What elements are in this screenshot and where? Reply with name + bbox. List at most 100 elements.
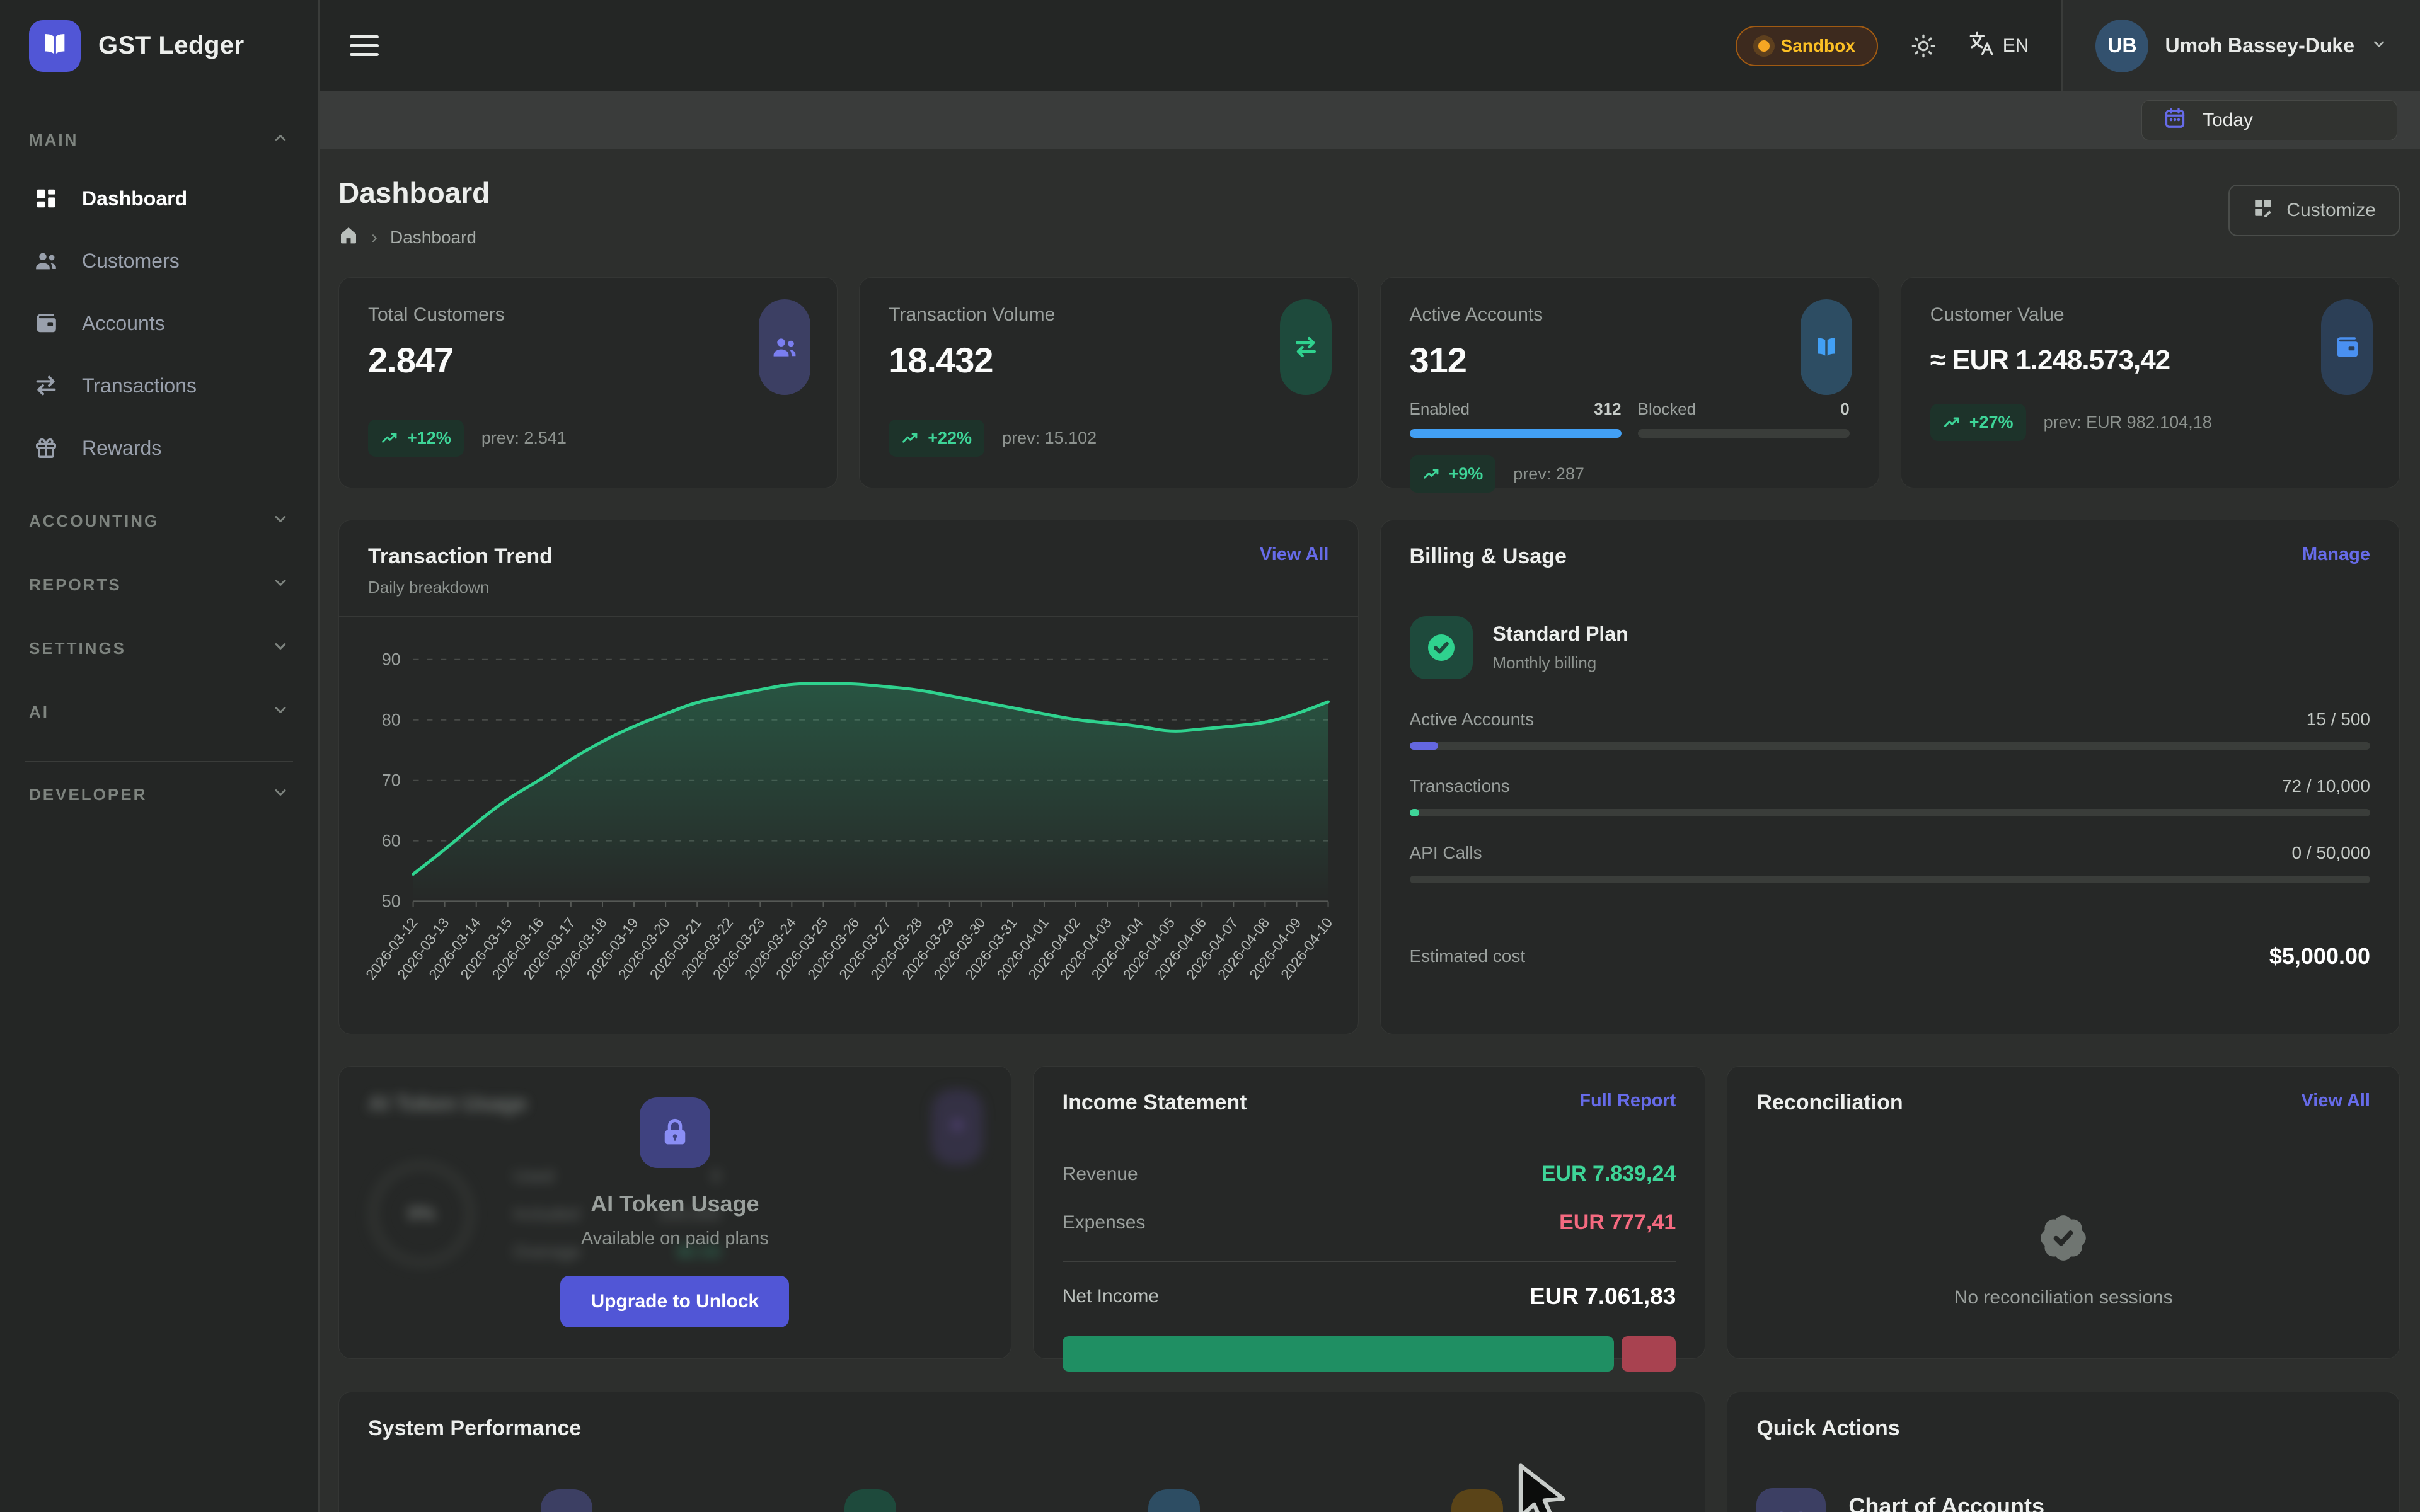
nav-section-accounting[interactable]: ACCOUNTING xyxy=(29,498,289,545)
usage-meter-api-calls: API Calls0 / 50,000 xyxy=(1410,843,2371,883)
expenses-bar-segment xyxy=(1622,1336,1676,1372)
view-all-link[interactable]: View All xyxy=(2301,1091,2370,1111)
translate-icon xyxy=(1969,31,1994,61)
panel-title: Transaction Trend xyxy=(368,544,553,569)
app-logo: GST Ledger xyxy=(0,0,318,91)
plan-billing-cycle: Monthly billing xyxy=(1493,653,1628,673)
sandbox-label: Sandbox xyxy=(1781,36,1855,56)
usage-meter-transactions: Transactions72 / 10,000 xyxy=(1410,776,2371,816)
empty-state-text: No reconciliation sessions xyxy=(1954,1287,2173,1309)
gift-icon xyxy=(33,436,59,460)
change-badge: +27% xyxy=(1930,404,2026,441)
sidebar-item-accounts[interactable]: Accounts xyxy=(29,292,289,354)
net-income-row: Net Income EUR 7.061,83 xyxy=(1063,1283,1676,1310)
home-icon[interactable] xyxy=(338,225,359,249)
app-title: GST Ledger xyxy=(98,32,245,60)
chevron-down-icon xyxy=(272,510,289,532)
full-report-link[interactable]: Full Report xyxy=(1579,1091,1676,1111)
revenue-value: EUR 7.839,24 xyxy=(1541,1162,1676,1186)
ai-token-usage-card: AI Token Usage 0% Used0 Included100,000 … xyxy=(338,1066,1011,1359)
breadcrumb: › Dashboard xyxy=(338,225,490,249)
nav-section-developer[interactable]: DEVELOPER xyxy=(29,771,289,818)
nav-section-label: SETTINGS xyxy=(29,639,126,658)
chevron-down-icon xyxy=(2371,36,2387,55)
kpi-label: Active Accounts xyxy=(1410,304,1850,326)
customize-label: Customize xyxy=(2286,200,2376,221)
svg-text:50: 50 xyxy=(382,892,401,911)
sidebar-item-transactions[interactable]: Transactions xyxy=(29,354,289,417)
trending-up-icon xyxy=(381,430,398,447)
book-open-icon xyxy=(40,30,69,62)
sidebar-item-label: Rewards xyxy=(82,437,161,460)
webhook-icon xyxy=(844,1489,896,1512)
trending-up-icon xyxy=(1943,414,1961,432)
trending-up-icon xyxy=(901,430,919,447)
svg-text:60: 60 xyxy=(382,832,401,850)
enabled-progress xyxy=(1410,429,1622,438)
sidebar-item-rewards[interactable]: Rewards xyxy=(29,417,289,479)
breadcrumb-separator: › xyxy=(371,227,377,248)
nav-section-label: MAIN xyxy=(29,130,78,150)
dashboard-grid-lower: AI Token Usage 0% Used0 Included100,000 … xyxy=(338,1066,2400,1512)
nav-section-label: AI xyxy=(29,702,49,722)
hamburger-menu-icon[interactable] xyxy=(350,35,379,56)
quick-action-label: Chart of Accounts xyxy=(1848,1493,2044,1512)
plan-row: Standard Plan Monthly billing xyxy=(1410,616,2371,679)
change-badge: +12% xyxy=(368,420,464,457)
upgrade-to-unlock-button[interactable]: Upgrade to Unlock xyxy=(560,1276,789,1327)
check-circle-icon xyxy=(1410,616,1473,679)
nav-section-reports[interactable]: REPORTS xyxy=(29,561,289,609)
bell-icon xyxy=(1451,1489,1503,1512)
ai-locked-overlay: AI Token Usage Available on paid plans U… xyxy=(339,1067,1011,1358)
ai-locked-subtitle: Available on paid plans xyxy=(581,1228,769,1249)
language-code: EN xyxy=(2003,35,2029,57)
reconciliation-empty-state: No reconciliation sessions xyxy=(1727,1161,2399,1358)
quick-action-chart-of-accounts[interactable]: Chart of Accounts Browse account structu… xyxy=(1727,1460,2399,1512)
page-title: Dashboard xyxy=(338,176,490,210)
svg-text:90: 90 xyxy=(382,650,401,669)
enabled-blocked-meters: Enabled312 Blocked0 xyxy=(1410,399,1850,438)
manage-link[interactable]: Manage xyxy=(2302,544,2370,565)
book-open-icon xyxy=(1756,1488,1826,1512)
calendar-icon xyxy=(2164,106,2186,134)
kpi-label: Transaction Volume xyxy=(889,304,1328,326)
page-content: Dashboard › Dashboard Customize Total Cu… xyxy=(320,149,2420,1512)
estimated-cost-row: Estimated cost $5,000.00 xyxy=(1410,919,2371,994)
svg-text:80: 80 xyxy=(382,711,401,730)
customize-button[interactable]: Customize xyxy=(2228,185,2400,236)
theme-toggle-sun-icon[interactable] xyxy=(1911,33,1936,59)
income-statement-card: Income Statement Full Report Revenue EUR… xyxy=(1033,1066,1706,1359)
language-selector[interactable]: EN xyxy=(1969,31,2029,61)
sidebar-item-dashboard[interactable]: Dashboard xyxy=(29,168,289,229)
quick-actions-card: Quick Actions Chart of Accounts Browse a… xyxy=(1727,1392,2400,1512)
kpi-card-customer-value: Customer Value ≈ EUR 1.248.573,42 +27% p… xyxy=(1901,277,2400,488)
sidebar-item-label: Dashboard xyxy=(82,187,187,210)
sidebar-divider xyxy=(25,761,293,762)
reconciliation-card: Reconciliation View All No reconciliatio… xyxy=(1727,1066,2400,1359)
estimated-cost-value: $5,000.00 xyxy=(2269,943,2370,970)
users-icon xyxy=(759,299,810,395)
sidebar-item-label: Transactions xyxy=(82,374,197,398)
topbar: Sandbox EN UB Umoh Bassey-Duke xyxy=(320,0,2420,91)
change-badge: +22% xyxy=(889,420,984,457)
kpi-card-total-customers: Total Customers 2.847 +12% prev: 2.541 xyxy=(338,277,838,488)
nav-section-ai[interactable]: AI xyxy=(29,689,289,736)
sandbox-badge[interactable]: Sandbox xyxy=(1736,26,1878,66)
customize-layout-icon xyxy=(2252,197,2274,224)
date-range-button[interactable]: Today xyxy=(2141,100,2397,140)
view-all-link[interactable]: View All xyxy=(1260,544,1329,565)
breadcrumb-current: Dashboard xyxy=(390,227,476,248)
user-menu[interactable]: UB Umoh Bassey-Duke xyxy=(2061,0,2420,91)
panel-title: Reconciliation xyxy=(1756,1091,1903,1115)
kpi-previous-value: prev: 2.541 xyxy=(481,428,567,448)
kpi-card-active-accounts: Active Accounts 312 Enabled312 Blocked0 xyxy=(1380,277,1879,488)
chevron-up-icon xyxy=(272,129,289,151)
kpi-value: ≈ EUR 1.248.573,42 xyxy=(1930,345,2370,376)
topbar-right: Sandbox EN UB Umoh Bassey-Duke xyxy=(1736,0,2420,91)
plan-name: Standard Plan xyxy=(1493,622,1628,646)
nav-section-main[interactable]: MAIN xyxy=(29,117,289,164)
sidebar-item-customers[interactable]: Customers xyxy=(29,229,289,292)
nav-section-settings[interactable]: SETTINGS xyxy=(29,625,289,672)
avatar: UB xyxy=(2095,20,2148,72)
panel-subtitle: Daily breakdown xyxy=(368,578,553,597)
